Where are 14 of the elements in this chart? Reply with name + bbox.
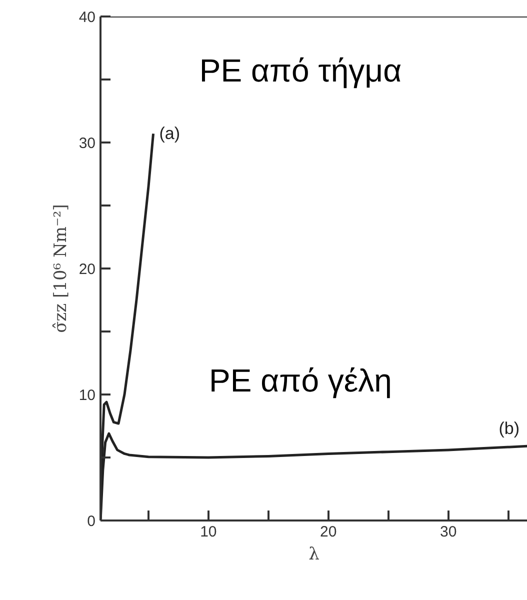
series-label: (a) — [159, 124, 180, 144]
y-tick-label: 10 — [78, 387, 96, 404]
x-tick-label: 30 — [440, 524, 457, 540]
x-tick-label: 10 — [200, 524, 217, 540]
y-axis-title: σ̂zz [10⁶ Nm⁻²] — [50, 204, 71, 333]
annotation: PE από γέλη — [209, 362, 392, 398]
y-tick-label: 40 — [78, 9, 96, 26]
x-tick-label: 20 — [320, 524, 337, 540]
series-label: (b) — [498, 419, 520, 438]
y-tick-label: 20 — [78, 261, 96, 278]
y-tick-label: 0 — [87, 513, 96, 530]
x-axis-title: λ — [308, 544, 320, 564]
annotation: PE από τήγμα — [199, 52, 402, 88]
y-tick-label: 30 — [78, 135, 96, 152]
